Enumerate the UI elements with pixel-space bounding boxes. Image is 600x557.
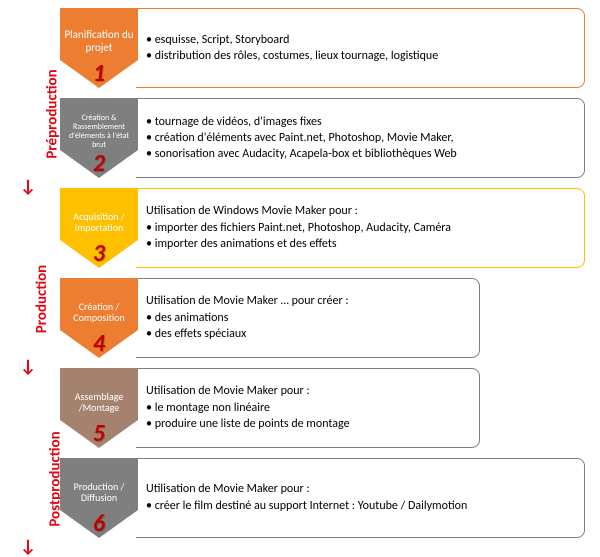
- stage-bullet: • tournage de vidéos, d'images fixes: [146, 114, 574, 130]
- stage-2: Création & Rassemblement d'éléments à l'…: [60, 98, 585, 178]
- stage-content-5: Utilisation de Movie Maker pour : • le mo…: [136, 368, 480, 448]
- stage-bullet: • esquisse, Script, Storyboard: [146, 32, 574, 48]
- stage-bullet: • produire une liste de points de montag…: [146, 416, 469, 432]
- stage-bullet: • le montage non linéaire: [146, 400, 469, 416]
- stage-bullet: • création d'éléments avec Paint.net, Ph…: [146, 130, 574, 146]
- stage-title: Assemblage /Montage: [64, 391, 134, 414]
- stage-lead: Utilisation de Movie Maker pour :: [146, 482, 574, 496]
- stage-chevron-6: Production / Diffusion 6: [60, 458, 138, 538]
- stage-number: 4: [93, 329, 105, 358]
- stage-content-1: • esquisse, Script, Storyboard• distribu…: [136, 8, 585, 88]
- stage-number: 1: [93, 59, 105, 88]
- phase-arrow-1: ↓: [20, 355, 36, 377]
- stage-6: Production / Diffusion 6 Utilisation de Mo…: [60, 458, 585, 538]
- stage-lead: Utilisation de Movie Maker … pour créer …: [146, 294, 469, 308]
- phase-arrow-2: ↓: [20, 535, 36, 557]
- stage-content-3: Utilisation de Windows Movie Maker pour …: [136, 188, 585, 268]
- stage-lead: Utilisation de Movie Maker pour :: [146, 384, 469, 398]
- stage-title: Acquisition / Importation: [64, 211, 134, 234]
- stage-bullet: • créer le film destiné au support Inter…: [146, 498, 574, 514]
- stage-number: 5: [93, 419, 105, 448]
- stage-lead: Utilisation de Windows Movie Maker pour …: [146, 204, 574, 218]
- stage-bullet: • des animations: [146, 310, 469, 326]
- stage-bullet: • importer des fichiers Paint.net, Photo…: [146, 220, 574, 236]
- stage-chevron-1: Planification du projet 1: [60, 8, 138, 88]
- stage-bullet: • distribution des rôles, costumes, lieu…: [146, 48, 574, 64]
- stage-title: Création & Rassemblement d'éléments à l'…: [64, 114, 134, 151]
- stage-number: 6: [93, 509, 105, 538]
- stage-5: Assemblage /Montage 5 Utilisation de Movie…: [60, 368, 480, 448]
- stage-number: 2: [93, 149, 105, 178]
- phase-arrow-0: ↓: [20, 175, 36, 197]
- stage-1: Planification du projet 1 • esquisse, Scri…: [60, 8, 585, 88]
- stage-title: Planification du projet: [64, 29, 134, 54]
- stage-3: Acquisition / Importation 3 Utilisation de…: [60, 188, 585, 268]
- stage-bullet: • sonorisation avec Audacity, Acapela-bo…: [146, 146, 574, 162]
- stage-content-2: • tournage de vidéos, d'images fixes• cr…: [136, 98, 585, 178]
- stage-bullet: • des effets spéciaux: [146, 326, 469, 342]
- phase-label-1: Production: [33, 265, 51, 333]
- stage-content-4: Utilisation de Movie Maker … pour créer …: [136, 278, 480, 358]
- stage-content-6: Utilisation de Movie Maker pour : • créer…: [136, 458, 585, 538]
- stage-chevron-4: Création / Composition 4: [60, 278, 138, 358]
- stage-chevron-3: Acquisition / Importation 3: [60, 188, 138, 268]
- stage-number: 3: [93, 239, 105, 268]
- phase-label-0: Préproduction: [44, 69, 62, 158]
- stage-title: Production / Diffusion: [64, 481, 134, 504]
- stage-title: Création / Composition: [64, 301, 134, 324]
- stage-chevron-5: Assemblage /Montage 5: [60, 368, 138, 448]
- stage-chevron-2: Création & Rassemblement d'éléments à l'…: [60, 98, 138, 178]
- stage-bullet: • importer des animations et des effets: [146, 236, 574, 252]
- stage-4: Création / Composition 4 Utilisation de Mo…: [60, 278, 480, 358]
